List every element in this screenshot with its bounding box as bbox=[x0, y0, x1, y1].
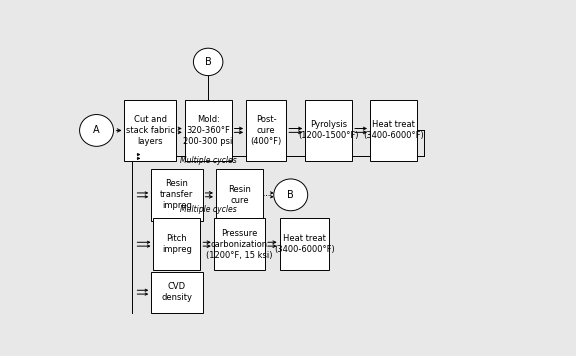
Text: Heat treat
(3400-6000°F): Heat treat (3400-6000°F) bbox=[363, 120, 424, 141]
FancyBboxPatch shape bbox=[305, 100, 352, 161]
Text: CVD
density: CVD density bbox=[161, 282, 192, 302]
Text: Multiple cycles: Multiple cycles bbox=[180, 156, 237, 165]
FancyBboxPatch shape bbox=[151, 169, 203, 221]
FancyBboxPatch shape bbox=[151, 272, 203, 313]
Text: Pressure
carbonization
(1200°F, 15 ksi): Pressure carbonization (1200°F, 15 ksi) bbox=[206, 229, 272, 260]
Text: Pitch
impreg: Pitch impreg bbox=[162, 234, 192, 254]
Text: B: B bbox=[205, 57, 211, 67]
FancyBboxPatch shape bbox=[279, 218, 329, 270]
Text: Mold:
320-360°F
200-300 psi: Mold: 320-360°F 200-300 psi bbox=[184, 115, 233, 146]
FancyBboxPatch shape bbox=[185, 100, 232, 161]
Text: Resin
transfer
impreg: Resin transfer impreg bbox=[160, 179, 194, 210]
Ellipse shape bbox=[79, 115, 113, 146]
Ellipse shape bbox=[194, 48, 223, 75]
Ellipse shape bbox=[274, 179, 308, 211]
Text: Heat treat
(3400-6000°F): Heat treat (3400-6000°F) bbox=[274, 234, 335, 254]
Text: Post-
cure
(400°F): Post- cure (400°F) bbox=[251, 115, 282, 146]
Text: Resin
cure: Resin cure bbox=[228, 185, 251, 205]
Text: Pyrolysis
(1200-1500°F): Pyrolysis (1200-1500°F) bbox=[298, 120, 359, 141]
Text: A: A bbox=[93, 125, 100, 135]
FancyBboxPatch shape bbox=[124, 100, 176, 161]
FancyBboxPatch shape bbox=[216, 169, 263, 221]
Text: Cut and
stack fabric
layers: Cut and stack fabric layers bbox=[126, 115, 175, 146]
FancyBboxPatch shape bbox=[214, 218, 265, 270]
FancyBboxPatch shape bbox=[153, 218, 200, 270]
Text: Multiple cycles: Multiple cycles bbox=[180, 205, 237, 214]
Text: B: B bbox=[287, 190, 294, 200]
FancyBboxPatch shape bbox=[246, 100, 286, 161]
FancyBboxPatch shape bbox=[370, 100, 417, 161]
